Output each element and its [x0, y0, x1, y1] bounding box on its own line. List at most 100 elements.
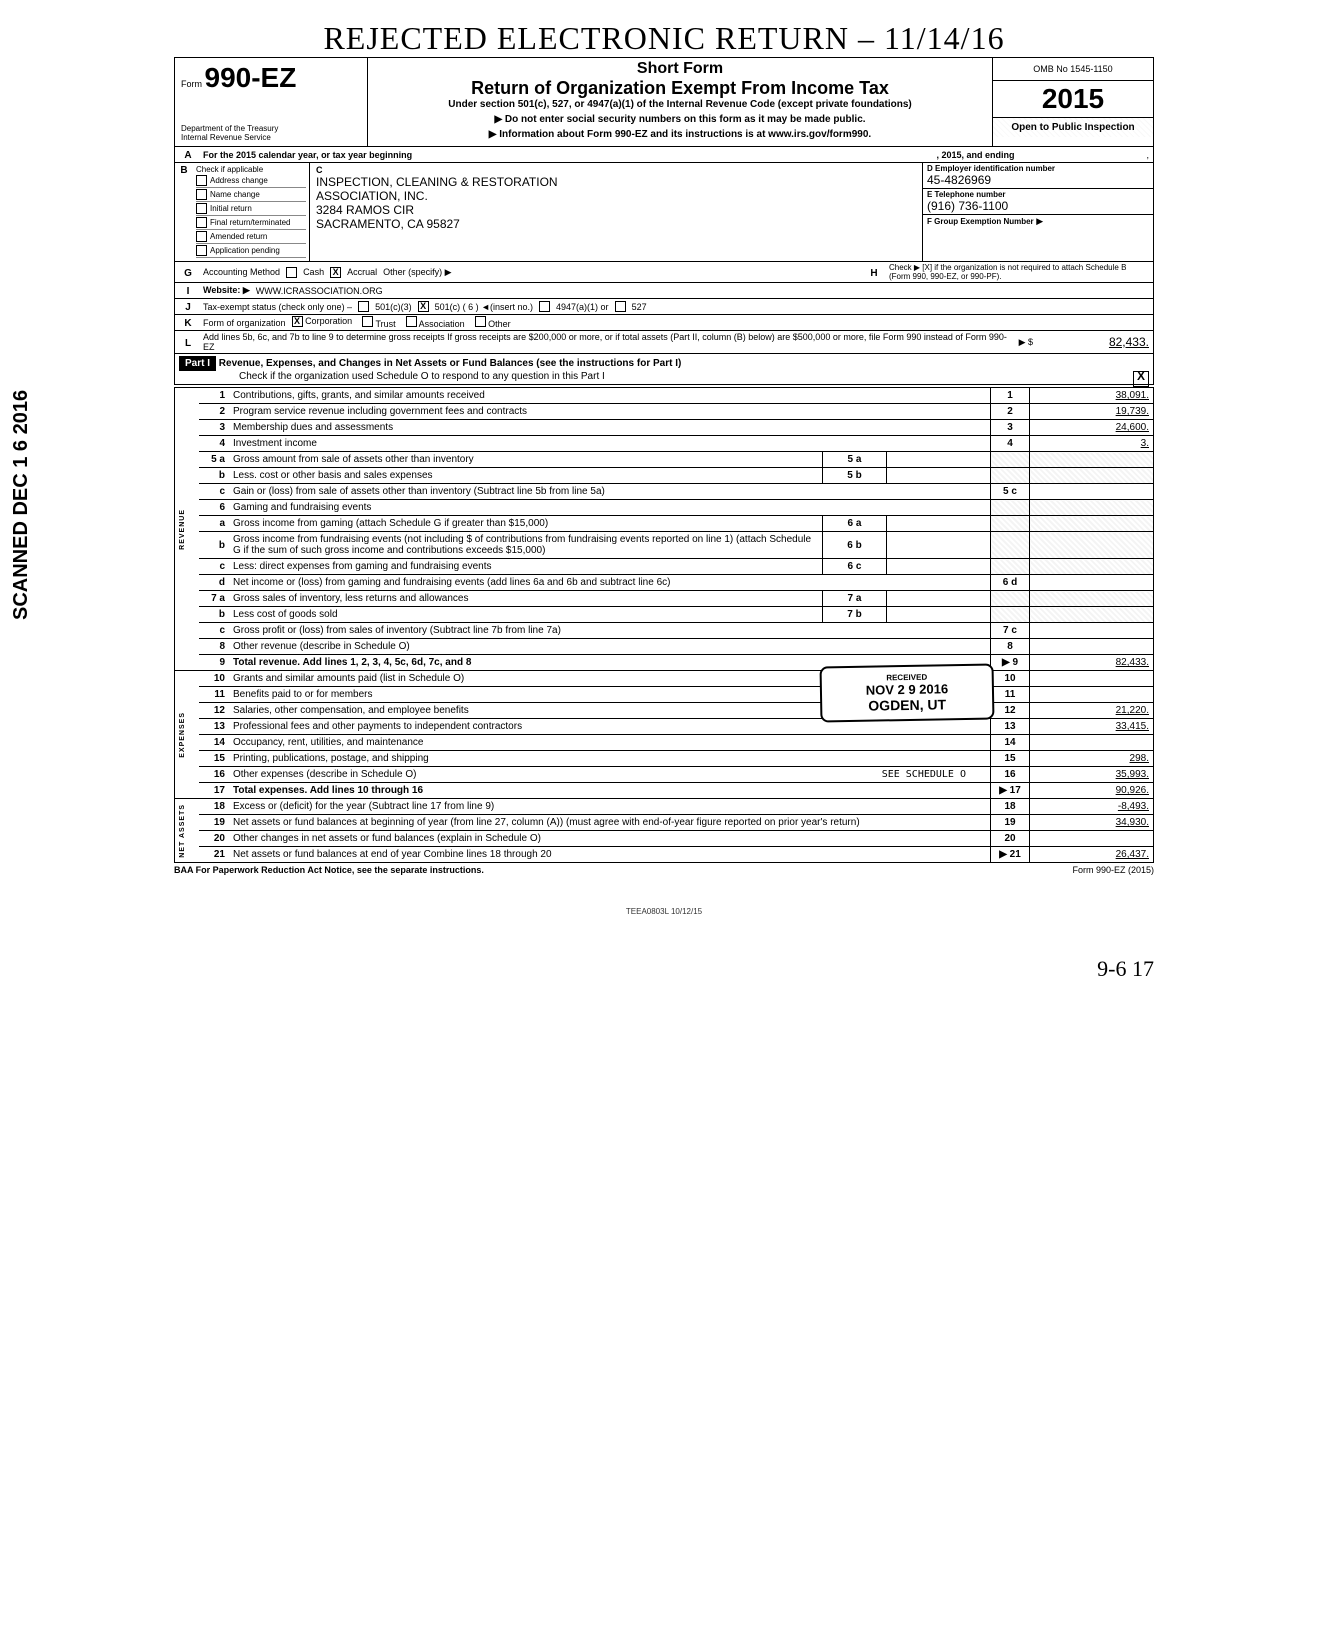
amount: 21,220. [1030, 703, 1154, 719]
handwritten-note: REJECTED ELECTRONIC RETURN – 11/14/16 [174, 20, 1154, 57]
amount: 19,739. [1030, 404, 1154, 420]
netassets-label: NET ASSETS [179, 804, 186, 858]
form-header: Form 990-EZ Department of the Treasury I… [174, 57, 1154, 147]
table-row: 4Investment income43. [175, 436, 1154, 452]
shaded-amt [1030, 452, 1154, 468]
checkbox[interactable] [196, 217, 207, 228]
line-desc: Net assets or fund balances at end of ye… [229, 847, 991, 863]
line-desc: Less: direct expenses from gaming and fu… [229, 559, 823, 575]
shaded-amt [1030, 468, 1154, 484]
amount [1030, 671, 1154, 687]
sub1: Under section 501(c), 527, or 4947(a)(1)… [372, 99, 988, 110]
right-line-num: ▶ 17 [991, 783, 1030, 799]
h-text: Check ▶ [X] if the organization is not r… [889, 263, 1149, 281]
table-row: 20Other changes in net assets or fund ba… [175, 831, 1154, 847]
check-label: Application pending [210, 246, 280, 255]
line-desc: Other changes in net assets or fund bala… [229, 831, 991, 847]
line-j: J Tax-exempt status (check only one) – 5… [174, 299, 1154, 315]
checkbox[interactable] [196, 175, 207, 186]
line-desc: Other expenses (describe in Schedule O)S… [229, 767, 991, 783]
letter-g: G [179, 266, 197, 279]
bcd-row: B Check if applicable Address changeName… [174, 163, 1154, 262]
right-line-num: ▶ 21 [991, 847, 1030, 863]
title-cell: Short Form Return of Organization Exempt… [368, 58, 992, 146]
line-desc: Occupancy, rent, utilities, and maintena… [229, 735, 991, 751]
table-row: 19Net assets or fund balances at beginni… [175, 815, 1154, 831]
line-number: 15 [199, 751, 229, 767]
tax-year: 2015 [993, 81, 1153, 117]
ein: 45-4826969 [927, 173, 1149, 187]
line-desc: Printing, publications, postage, and shi… [229, 751, 991, 767]
line-number: 2 [199, 404, 229, 420]
checkbox[interactable] [196, 245, 207, 256]
k-checkbox[interactable] [475, 316, 486, 327]
line-desc: Gross sales of inventory, less returns a… [229, 591, 823, 607]
amount: -8,493. [1030, 799, 1154, 815]
table-row: dNet income or (loss) from gaming and fu… [175, 575, 1154, 591]
lines-table: REVENUE1Contributions, gifts, grants, an… [174, 387, 1154, 863]
amount [1030, 639, 1154, 655]
shaded-amt [1030, 559, 1154, 575]
k-label: Form of organization [203, 318, 286, 328]
l-text: Add lines 5b, 6c, and 7b to line 9 to de… [203, 332, 1013, 352]
org-addr1: 3284 RAMOS CIR [316, 203, 916, 217]
table-row: 7 aGross sales of inventory, less return… [175, 591, 1154, 607]
line-number: 18 [199, 799, 229, 815]
amount: 24,600. [1030, 420, 1154, 436]
check-label: Final return/terminated [210, 218, 290, 227]
checkbox[interactable] [196, 231, 207, 242]
checkbox[interactable] [196, 203, 207, 214]
amount: 82,433. [1030, 655, 1154, 671]
sub3: ▶ Information about Form 990-EZ and its … [372, 129, 988, 140]
line-desc: Gross income from fundraising events (no… [229, 532, 823, 559]
line-desc: Membership dues and assessments [229, 420, 991, 436]
j-opt1-box[interactable] [358, 301, 369, 312]
j-opt2-box[interactable]: X [418, 301, 429, 312]
amount [1030, 831, 1154, 847]
shaded-amt [1030, 516, 1154, 532]
mid-value [887, 452, 991, 468]
accrual-checkbox[interactable]: X [330, 267, 341, 278]
j-opt3-box[interactable] [539, 301, 550, 312]
part1-header: Part I Revenue, Expenses, and Changes in… [174, 354, 1154, 385]
j-opt4-box[interactable] [615, 301, 626, 312]
line-a-text1: For the 2015 calendar year, or tax year … [203, 150, 412, 160]
k-checkbox[interactable] [362, 316, 373, 327]
checkbox[interactable] [196, 189, 207, 200]
right-line-num: 19 [991, 815, 1030, 831]
table-row: REVENUE1Contributions, gifts, grants, an… [175, 388, 1154, 404]
table-row: 2Program service revenue including gover… [175, 404, 1154, 420]
line-l: L Add lines 5b, 6c, and 7b to line 9 to … [174, 331, 1154, 354]
j-label: Tax-exempt status (check only one) – [203, 302, 352, 312]
right-line-num: 6 d [991, 575, 1030, 591]
check-item: Address change [196, 175, 306, 188]
teea-code: TEEA0803L 10/12/15 [174, 907, 1154, 916]
right-line-num: 3 [991, 420, 1030, 436]
k-checkbox[interactable]: X [292, 316, 303, 327]
form-page: REJECTED ELECTRONIC RETURN – 11/14/16 Fo… [174, 20, 1154, 982]
letter-i: I [179, 284, 197, 297]
irs-label: Internal Revenue Service [181, 133, 361, 142]
table-row: 3Membership dues and assessments324,600. [175, 420, 1154, 436]
check-item: Application pending [196, 245, 306, 258]
phone: (916) 736-1100 [927, 199, 1149, 213]
cash-checkbox[interactable] [286, 267, 297, 278]
line-desc: Program service revenue including govern… [229, 404, 991, 420]
line-number: b [199, 532, 229, 559]
letter-a: A [179, 148, 197, 161]
check-item: Initial return [196, 203, 306, 216]
line-number: 7 a [199, 591, 229, 607]
k-opt-label: Corporation [305, 316, 352, 326]
expenses-label: EXPENSES [179, 712, 186, 758]
table-row: 9Total revenue. Add lines 1, 2, 3, 4, 5c… [175, 655, 1154, 671]
check-item: Amended return [196, 231, 306, 244]
right-line-num: 1 [991, 388, 1030, 404]
stamp-city: OGDEN, UT [832, 696, 982, 715]
table-row: cLess: direct expenses from gaming and f… [175, 559, 1154, 575]
amount: 26,437. [1030, 847, 1154, 863]
amount: 90,926. [1030, 783, 1154, 799]
line-desc: Net assets or fund balances at beginning… [229, 815, 991, 831]
line-desc: Investment income [229, 436, 991, 452]
short-form-label: Short Form [372, 60, 988, 78]
k-checkbox[interactable] [406, 316, 417, 327]
